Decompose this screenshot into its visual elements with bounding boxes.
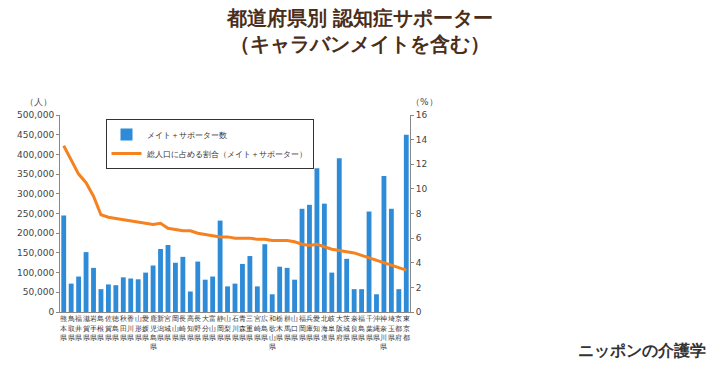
svg-text:鳥取県: 鳥取県: [67, 315, 75, 341]
svg-text:200,000: 200,000: [17, 228, 54, 238]
svg-text:茨城県: 茨城県: [342, 315, 350, 341]
svg-text:岩手県: 岩手県: [90, 315, 97, 341]
svg-text:青森県: 青森県: [239, 315, 246, 341]
svg-text:4: 4: [416, 258, 422, 268]
svg-text:400,000: 400,000: [17, 150, 54, 160]
svg-text:50,000: 50,000: [23, 287, 55, 297]
svg-text:静岡県: 静岡県: [217, 315, 224, 341]
svg-text:6: 6: [416, 233, 422, 243]
svg-text:千葉県: 千葉県: [366, 315, 373, 341]
svg-text:栃木県: 栃木県: [276, 315, 283, 341]
svg-text:東京都: 東京都: [403, 315, 410, 341]
svg-text:奈良県: 奈良県: [351, 315, 358, 341]
svg-text:北海道: 北海道: [321, 315, 328, 341]
svg-text:大分県: 大分県: [202, 315, 209, 341]
svg-text:8: 8: [416, 209, 422, 219]
svg-text:450,000: 450,000: [17, 130, 54, 140]
svg-text:富山県: 富山県: [209, 315, 216, 341]
svg-text:京都府: 京都府: [395, 315, 402, 341]
svg-text:宮崎県: 宮崎県: [254, 315, 261, 341]
svg-text:兵庫県: 兵庫県: [306, 315, 313, 341]
svg-text:和歌山県: 和歌山県: [269, 315, 276, 350]
svg-text:300,000: 300,000: [17, 189, 54, 199]
svg-text:石川県: 石川県: [232, 315, 239, 341]
svg-text:長野県: 長野県: [194, 315, 201, 341]
svg-text:福井県: 福井県: [75, 315, 82, 341]
svg-text:10: 10: [416, 184, 428, 194]
svg-text:0: 0: [48, 307, 54, 317]
svg-text:神奈川県: 神奈川県: [380, 315, 387, 350]
svg-text:広島県: 広島県: [261, 315, 268, 341]
svg-text:350,000: 350,000: [17, 169, 54, 179]
svg-text:総人口に占める割合（メイト＋サポーター）: 総人口に占める割合（メイト＋サポーター）: [146, 150, 307, 159]
svg-text:メイト＋サポーター数: メイト＋サポーター数: [147, 131, 227, 140]
svg-text:山形県: 山形県: [135, 315, 142, 341]
svg-text:大阪府: 大阪府: [336, 315, 343, 341]
svg-text:香川県: 香川県: [127, 315, 134, 341]
svg-text:250,000: 250,000: [17, 209, 54, 219]
svg-text:島根県: 島根県: [97, 315, 104, 341]
svg-text:熊本県: 熊本県: [60, 315, 67, 341]
svg-text:高知県: 高知県: [187, 315, 194, 341]
svg-text:山口県: 山口県: [291, 315, 298, 341]
svg-text:三重県: 三重県: [246, 315, 253, 341]
svg-text:100,000: 100,000: [17, 268, 54, 278]
svg-text:徳島県: 徳島県: [112, 315, 119, 341]
svg-text:埼玉県: 埼玉県: [387, 315, 395, 341]
svg-text:16: 16: [416, 110, 428, 120]
svg-text:ニッポンの介護学: ニッポンの介護学: [578, 341, 706, 360]
svg-text:岡山県: 岡山県: [172, 315, 179, 341]
svg-text:12: 12: [416, 159, 427, 169]
svg-text:山梨県: 山梨県: [224, 315, 231, 341]
svg-text:秋田県: 秋田県: [120, 315, 127, 341]
svg-text:150,000: 150,000: [17, 248, 54, 258]
svg-text:福島県: 福島県: [358, 315, 365, 341]
svg-text:0: 0: [416, 307, 422, 317]
svg-text:500,000: 500,000: [17, 110, 54, 120]
svg-text:新潟県: 新潟県: [157, 315, 164, 341]
svg-text:長崎県: 長崎県: [179, 315, 186, 341]
svg-text:（%）: （%）: [411, 97, 438, 107]
svg-text:14: 14: [416, 135, 428, 145]
svg-text:宮城県: 宮城県: [163, 315, 171, 341]
svg-text:群馬県: 群馬県: [283, 315, 291, 341]
svg-text:愛知県: 愛知県: [313, 315, 320, 341]
svg-text:都道府県別 認知症サポーター（キャラバンメイトを含む）: 都道府県別 認知症サポーター（キャラバンメイトを含む）: [226, 6, 494, 56]
svg-text:滋賀県: 滋賀県: [83, 315, 90, 341]
svg-text:福岡県: 福岡県: [299, 315, 306, 341]
svg-text:佐賀県: 佐賀県: [105, 315, 112, 341]
svg-text:（人）: （人）: [25, 97, 52, 107]
svg-text:岐阜県: 岐阜県: [328, 315, 335, 341]
svg-text:沖縄県: 沖縄県: [372, 315, 380, 341]
svg-text:愛媛県: 愛媛県: [142, 315, 149, 341]
svg-text:鹿児島県: 鹿児島県: [150, 315, 157, 350]
svg-text:2: 2: [416, 283, 422, 293]
